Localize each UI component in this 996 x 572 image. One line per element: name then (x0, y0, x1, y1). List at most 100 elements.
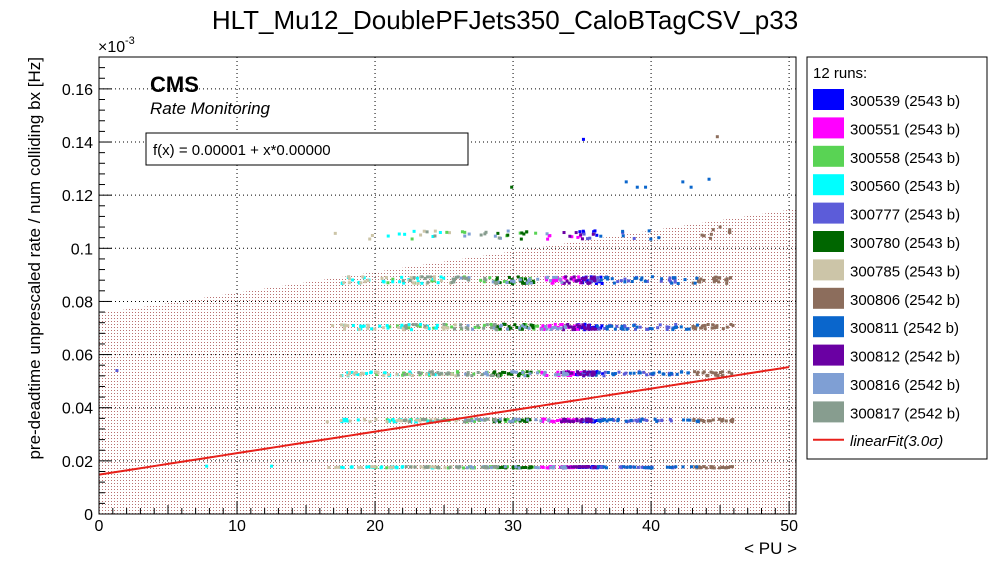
data-point (414, 418, 418, 422)
data-point (540, 370, 544, 374)
data-point (459, 276, 463, 280)
data-point (464, 326, 468, 330)
data-point (636, 465, 640, 469)
data-point (517, 466, 521, 470)
data-point (589, 417, 593, 421)
data-point (410, 373, 414, 377)
data-point (561, 373, 565, 377)
data-point (504, 420, 508, 424)
data-point (622, 324, 626, 328)
data-point (529, 281, 533, 285)
data-point-outlier (689, 185, 693, 189)
data-point (573, 465, 577, 469)
data-point (621, 327, 625, 331)
data-point (370, 233, 374, 237)
data-point (714, 275, 718, 279)
data-point (691, 281, 695, 285)
data-point (602, 374, 606, 378)
data-point (433, 417, 437, 421)
data-point (408, 465, 412, 469)
data-point (391, 277, 395, 281)
legend-entry-label: 300539 (2543 b) (850, 93, 960, 110)
data-point (698, 466, 702, 470)
data-point (590, 277, 594, 281)
data-point (670, 281, 674, 285)
data-point (508, 326, 512, 330)
data-point (725, 278, 729, 282)
data-point (430, 372, 434, 376)
data-point (696, 420, 700, 424)
data-point (721, 374, 725, 378)
data-point (340, 323, 344, 327)
data-point (428, 370, 432, 374)
data-point (339, 465, 343, 469)
data-point (577, 275, 581, 279)
data-point (527, 418, 531, 422)
data-point (391, 465, 395, 469)
data-point (587, 324, 591, 328)
data-point-outlier (510, 185, 514, 189)
data-point (599, 275, 603, 279)
data-point (385, 324, 389, 328)
data-point (583, 465, 587, 469)
data-point (347, 275, 351, 279)
data-point (607, 324, 611, 328)
data-point (700, 233, 704, 237)
data-point (621, 229, 625, 233)
data-point (351, 324, 355, 328)
data-point (575, 323, 579, 327)
data-point (706, 419, 710, 423)
data-point (604, 466, 608, 470)
data-point (552, 420, 556, 424)
data-point (582, 326, 586, 330)
data-point (518, 372, 522, 376)
legend-entry-label: 300806 (2542 b) (850, 292, 960, 309)
data-point (549, 327, 553, 331)
data-point (506, 372, 510, 376)
data-point (642, 418, 646, 422)
data-point (551, 326, 555, 330)
data-point (571, 328, 575, 332)
data-point (668, 276, 672, 280)
data-point (553, 325, 557, 329)
data-point (729, 322, 733, 326)
data-point (600, 465, 604, 469)
data-point (372, 465, 376, 469)
y-tick-label: 0.04 (62, 401, 93, 418)
data-point (399, 419, 403, 423)
data-point (643, 466, 647, 470)
data-point (595, 370, 599, 374)
data-point (650, 466, 654, 470)
data-point (625, 465, 629, 469)
data-point (592, 277, 596, 281)
data-point (480, 465, 484, 469)
legend-entry-label: 300558 (2543 b) (850, 150, 960, 167)
data-point (574, 231, 578, 235)
data-point (696, 279, 700, 283)
data-point (433, 234, 437, 238)
data-point (483, 418, 487, 422)
data-point (451, 277, 455, 281)
data-point (391, 418, 395, 422)
data-point (548, 419, 552, 423)
data-point (588, 281, 592, 285)
data-point (491, 280, 495, 284)
data-point (596, 465, 600, 469)
data-point (656, 419, 660, 423)
data-point (480, 418, 484, 422)
data-point (510, 372, 514, 376)
data-point (462, 420, 466, 424)
data-point (426, 419, 430, 423)
data-point (414, 420, 418, 424)
data-point (533, 324, 537, 328)
data-point (435, 323, 439, 327)
data-point (525, 325, 529, 329)
data-point (657, 236, 661, 240)
x-tick-label: 30 (504, 518, 522, 535)
data-point (704, 466, 708, 470)
data-point (726, 465, 730, 469)
data-point (502, 322, 506, 326)
data-point (386, 326, 390, 330)
data-point (708, 419, 712, 423)
data-point (593, 465, 597, 469)
